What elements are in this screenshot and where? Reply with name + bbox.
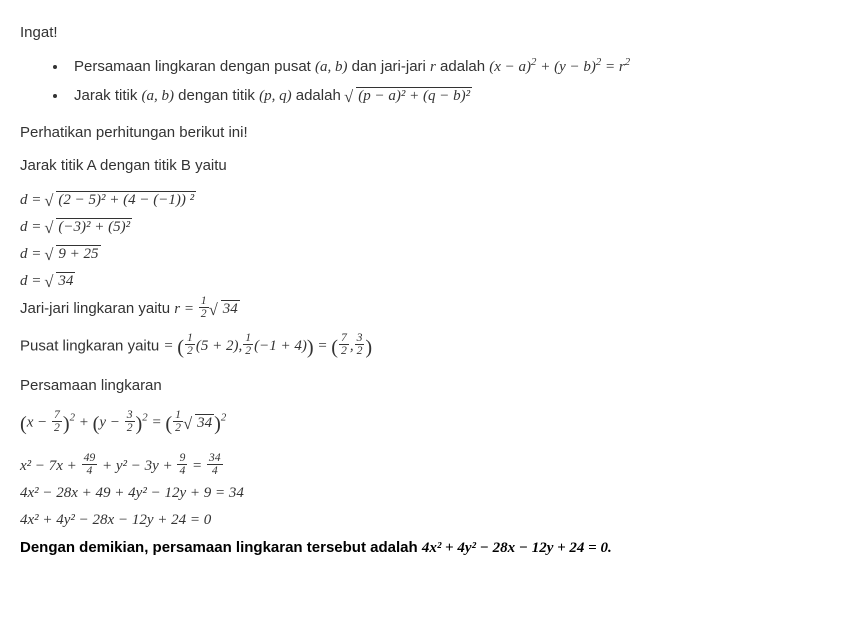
text: Jari-jari lingkaran yaitu — [20, 300, 174, 317]
math: (a, b) — [142, 88, 175, 104]
conclusion: Dengan demikian, persamaan lingkaran ter… — [20, 534, 829, 562]
equation-line: d = 9 + 25 — [20, 241, 829, 268]
math: 4x² + 4y² − 28x − 12y + 24 = 0. — [422, 540, 612, 556]
equation-line: 4x² + 4y² − 28x − 12y + 24 = 0 — [20, 507, 829, 534]
paragraph: Persamaan lingkaran — [20, 373, 829, 399]
text: adalah — [292, 87, 345, 104]
equation-line: d = 34 — [20, 268, 829, 295]
text: Dengan demikian, persamaan lingkaran ter… — [20, 539, 422, 556]
intro-heading: Ingat! — [20, 20, 829, 46]
equation-line: (x − 72)2 + (y − 32)2 = (1234)2 — [20, 406, 829, 442]
paragraph: Jarak titik A dengan titik B yaitu — [20, 153, 829, 179]
text: Persamaan lingkaran dengan pusat — [74, 58, 315, 75]
text: dengan titik — [174, 87, 259, 104]
paragraph: Perhatikan perhitungan berikut ini! — [20, 120, 829, 146]
equation-line: x² − 7x + 494 + y² − 3y + 94 = 344 — [20, 453, 829, 480]
bullet-item-1: Persamaan lingkaran dengan pusat (a, b) … — [68, 54, 829, 81]
math: (x − a)2 + (y − b)2 = r2 — [489, 59, 630, 75]
math: (p, q) — [259, 88, 292, 104]
text: Jarak titik — [74, 87, 142, 104]
sqrt: (p − a)² + (q − b)² — [345, 84, 472, 110]
jari-line: Jari-jari lingkaran yaitu r = 1234 — [20, 295, 829, 323]
bullet-item-2: Jarak titik (a, b) dengan titik (p, q) a… — [68, 83, 829, 110]
equation-line: 4x² − 28x + 49 + 4y² − 12y + 9 = 34 — [20, 480, 829, 507]
text: Pusat lingkaran yaitu — [20, 337, 163, 354]
text: adalah — [436, 58, 489, 75]
text: dan jari-jari — [348, 58, 431, 75]
equation-line: d = (2 − 5)² + (4 − (−1)) ² — [20, 187, 829, 214]
math: = (12(5 + 2),12(−1 + 4)) = (72,32) — [163, 338, 372, 354]
math: r = 1234 — [174, 301, 240, 317]
pusat-line: Pusat lingkaran yaitu = (12(5 + 2),12(−1… — [20, 331, 829, 365]
math: (a, b) — [315, 59, 348, 75]
bullet-list: Persamaan lingkaran dengan pusat (a, b) … — [20, 54, 829, 110]
equation-line: d = (−3)² + (5)² — [20, 214, 829, 241]
